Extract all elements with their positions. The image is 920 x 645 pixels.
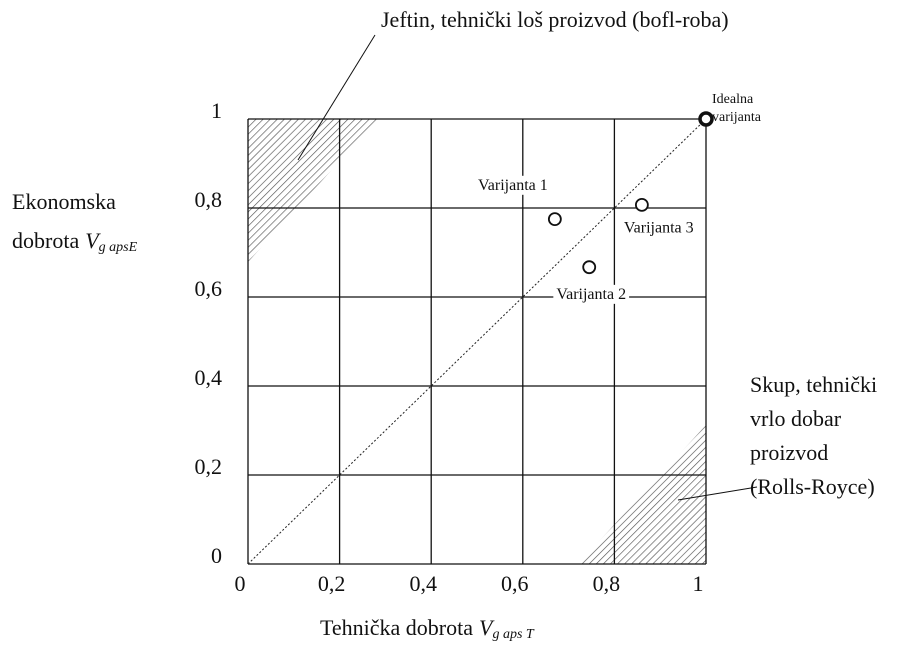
y-tick-label: 0,2	[195, 454, 223, 479]
grid	[247, 118, 707, 565]
x-tick-label: 1	[693, 571, 704, 596]
axis-label-part: g apsE	[99, 240, 138, 255]
y-axis-label: dobrota Vg apsE	[12, 228, 138, 255]
leader-line	[297, 34, 376, 161]
y-tick-label: 0,6	[195, 276, 223, 301]
label-background	[620, 218, 697, 238]
axis-label-part: V	[479, 615, 495, 640]
x-tick-label: 0,8	[593, 571, 621, 596]
x-tick-label: 0	[235, 571, 246, 596]
point-label: Varijanta 3	[624, 220, 694, 237]
x-tick-label: 0,4	[409, 571, 437, 596]
hatched-region-expensive	[578, 425, 706, 564]
x-axis-label: Tehnička dobrota Vg aps T	[320, 615, 535, 642]
y-axis-label: Ekonomska	[12, 189, 116, 214]
annotation: Skup, tehnički	[750, 372, 877, 397]
point-label: Varijanta 1	[478, 177, 548, 194]
leader-line	[677, 486, 758, 501]
axis-label-part: g aps T	[492, 627, 534, 642]
point-label: Varijanta 2	[556, 286, 626, 303]
annotation: Jeftin, tehnički loš proizvod (bofl-roba…	[381, 7, 729, 32]
y-tick-label: 0,4	[195, 365, 223, 390]
axis-label-part: V	[85, 228, 101, 253]
annotation: (Rolls-Royce)	[750, 474, 875, 499]
y-tick-label: 0	[211, 543, 222, 568]
hatched-region-cheap	[248, 119, 378, 262]
label-background	[474, 175, 551, 195]
label-background	[553, 284, 630, 304]
axis-label-part: Tehnička dobrota	[320, 615, 473, 640]
x-tick-label: 0,2	[318, 571, 346, 596]
labels: 0 0,2 0,4 0,6 0,8 1 0 0,2 0,4 0,6 0,8 1 Varijanta 1 V…	[12, 7, 877, 642]
point	[634, 197, 649, 212]
label-background	[709, 109, 765, 127]
x-tick-label: 0,6	[501, 571, 529, 596]
diagonal	[247, 118, 707, 565]
y-tick-label: 0,8	[195, 187, 223, 212]
point	[582, 260, 597, 275]
point	[547, 212, 562, 227]
point-label: Idealna	[712, 92, 754, 107]
axis-label-part: dobrota	[12, 228, 79, 253]
annotation: proizvod	[750, 440, 828, 465]
label-background	[709, 91, 757, 109]
point	[698, 111, 714, 127]
y-tick-label: 1	[211, 98, 222, 123]
point-label: varijanta	[712, 110, 762, 125]
annotation: vrlo dobar	[750, 406, 842, 431]
